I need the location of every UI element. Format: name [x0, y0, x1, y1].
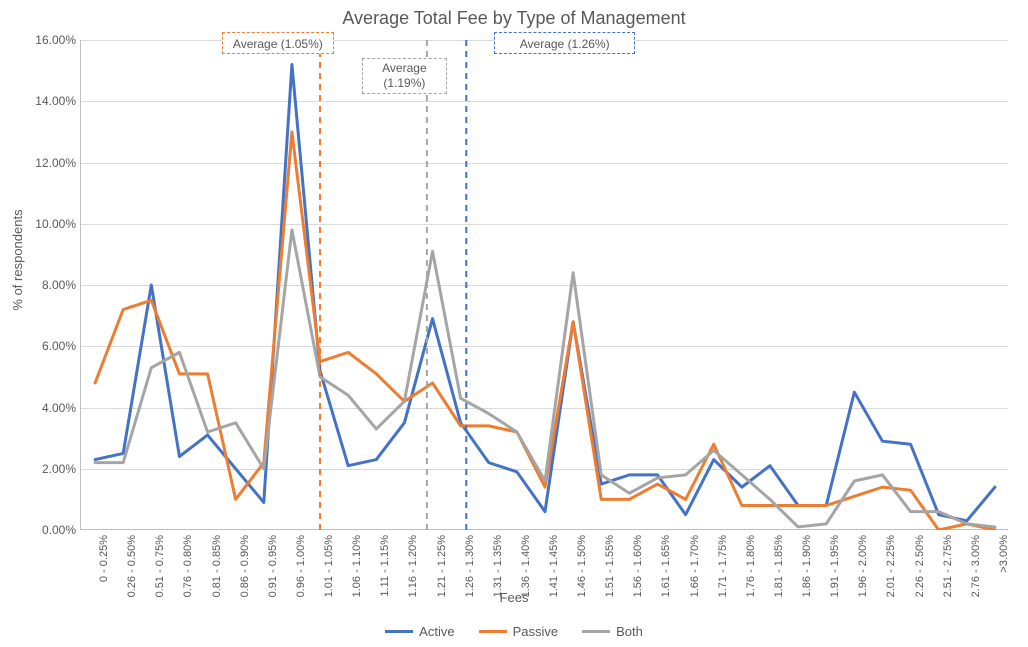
xtick-label: 1.16 - 1.20% — [407, 535, 419, 597]
series-svg — [81, 40, 1009, 530]
legend-swatch — [479, 630, 507, 633]
xtick-label: 1.36 - 1.40% — [520, 535, 532, 597]
ytick-label: 4.00% — [16, 401, 76, 415]
xtick-label: 1.71 - 1.75% — [717, 535, 729, 597]
xtick-label: 1.21 - 1.25% — [436, 535, 448, 597]
xtick-label: 1.11 - 1.15% — [379, 535, 391, 597]
legend-label: Active — [419, 624, 454, 639]
xtick-label: 0.96 - 1.00% — [295, 535, 307, 597]
ytick-label: 2.00% — [16, 462, 76, 476]
ytick-label: 12.00% — [16, 156, 76, 170]
xtick-label: 0.51 - 0.75% — [154, 535, 166, 597]
xtick-label: 1.81 - 1.85% — [773, 535, 785, 597]
xtick-label: 1.31 - 1.35% — [492, 535, 504, 597]
legend-item-active: Active — [385, 624, 454, 639]
xtick-label: 1.51 - 1.55% — [604, 535, 616, 597]
legend-label: Passive — [513, 624, 559, 639]
series-line-both — [95, 230, 995, 527]
xtick-label: 1.96 - 2.00% — [857, 535, 869, 597]
ytick-label: 8.00% — [16, 278, 76, 292]
xtick-label: >3.00% — [998, 535, 1010, 573]
legend-label: Both — [616, 624, 643, 639]
xtick-label: 1.01 - 1.05% — [323, 535, 335, 597]
ytick-label: 6.00% — [16, 339, 76, 353]
legend-swatch — [582, 630, 610, 633]
xtick-label: 0.81 - 0.85% — [211, 535, 223, 597]
average-label: Average (1.26%) — [494, 32, 635, 54]
chart-container: Average Total Fee by Type of Management … — [0, 0, 1028, 647]
xtick-label: 0.86 - 0.90% — [239, 535, 251, 597]
xtick-label: 1.66 - 1.70% — [689, 535, 701, 597]
series-line-active — [95, 65, 995, 521]
ytick-label: 16.00% — [16, 33, 76, 47]
average-label: Average (1.05%) — [222, 32, 334, 54]
ytick-label: 10.00% — [16, 217, 76, 231]
legend-item-passive: Passive — [479, 624, 559, 639]
xtick-label: 0.91 - 0.95% — [267, 535, 279, 597]
xtick-label: 1.91 - 1.95% — [829, 535, 841, 597]
xtick-label: 2.76 - 3.00% — [970, 535, 982, 597]
xtick-label: 1.86 - 1.90% — [801, 535, 813, 597]
xtick-label: 0.26 - 0.50% — [126, 535, 138, 597]
xtick-label: 0.76 - 0.80% — [182, 535, 194, 597]
xtick-label: 1.06 - 1.10% — [351, 535, 363, 597]
xtick-label: 2.01 - 2.25% — [885, 535, 897, 597]
xtick-label: 2.26 - 2.50% — [914, 535, 926, 597]
xtick-label: 2.51 - 2.75% — [942, 535, 954, 597]
xtick-label: 0 - 0.25% — [98, 535, 110, 582]
xtick-label: 1.41 - 1.45% — [548, 535, 560, 597]
xtick-label: 1.56 - 1.60% — [632, 535, 644, 597]
xtick-label: 1.26 - 1.30% — [464, 535, 476, 597]
chart-title: Average Total Fee by Type of Management — [0, 8, 1028, 29]
legend: Active Passive Both — [0, 621, 1028, 639]
legend-item-both: Both — [582, 624, 643, 639]
ytick-label: 0.00% — [16, 523, 76, 537]
xtick-label: 1.76 - 1.80% — [745, 535, 757, 597]
ytick-label: 14.00% — [16, 94, 76, 108]
average-label: Average(1.19%) — [362, 58, 446, 94]
xtick-label: 1.46 - 1.50% — [576, 535, 588, 597]
plot-area: Average (1.05%)Average(1.19%)Average (1.… — [80, 40, 1008, 530]
legend-swatch — [385, 630, 413, 633]
xtick-label: 1.61 - 1.65% — [660, 535, 672, 597]
